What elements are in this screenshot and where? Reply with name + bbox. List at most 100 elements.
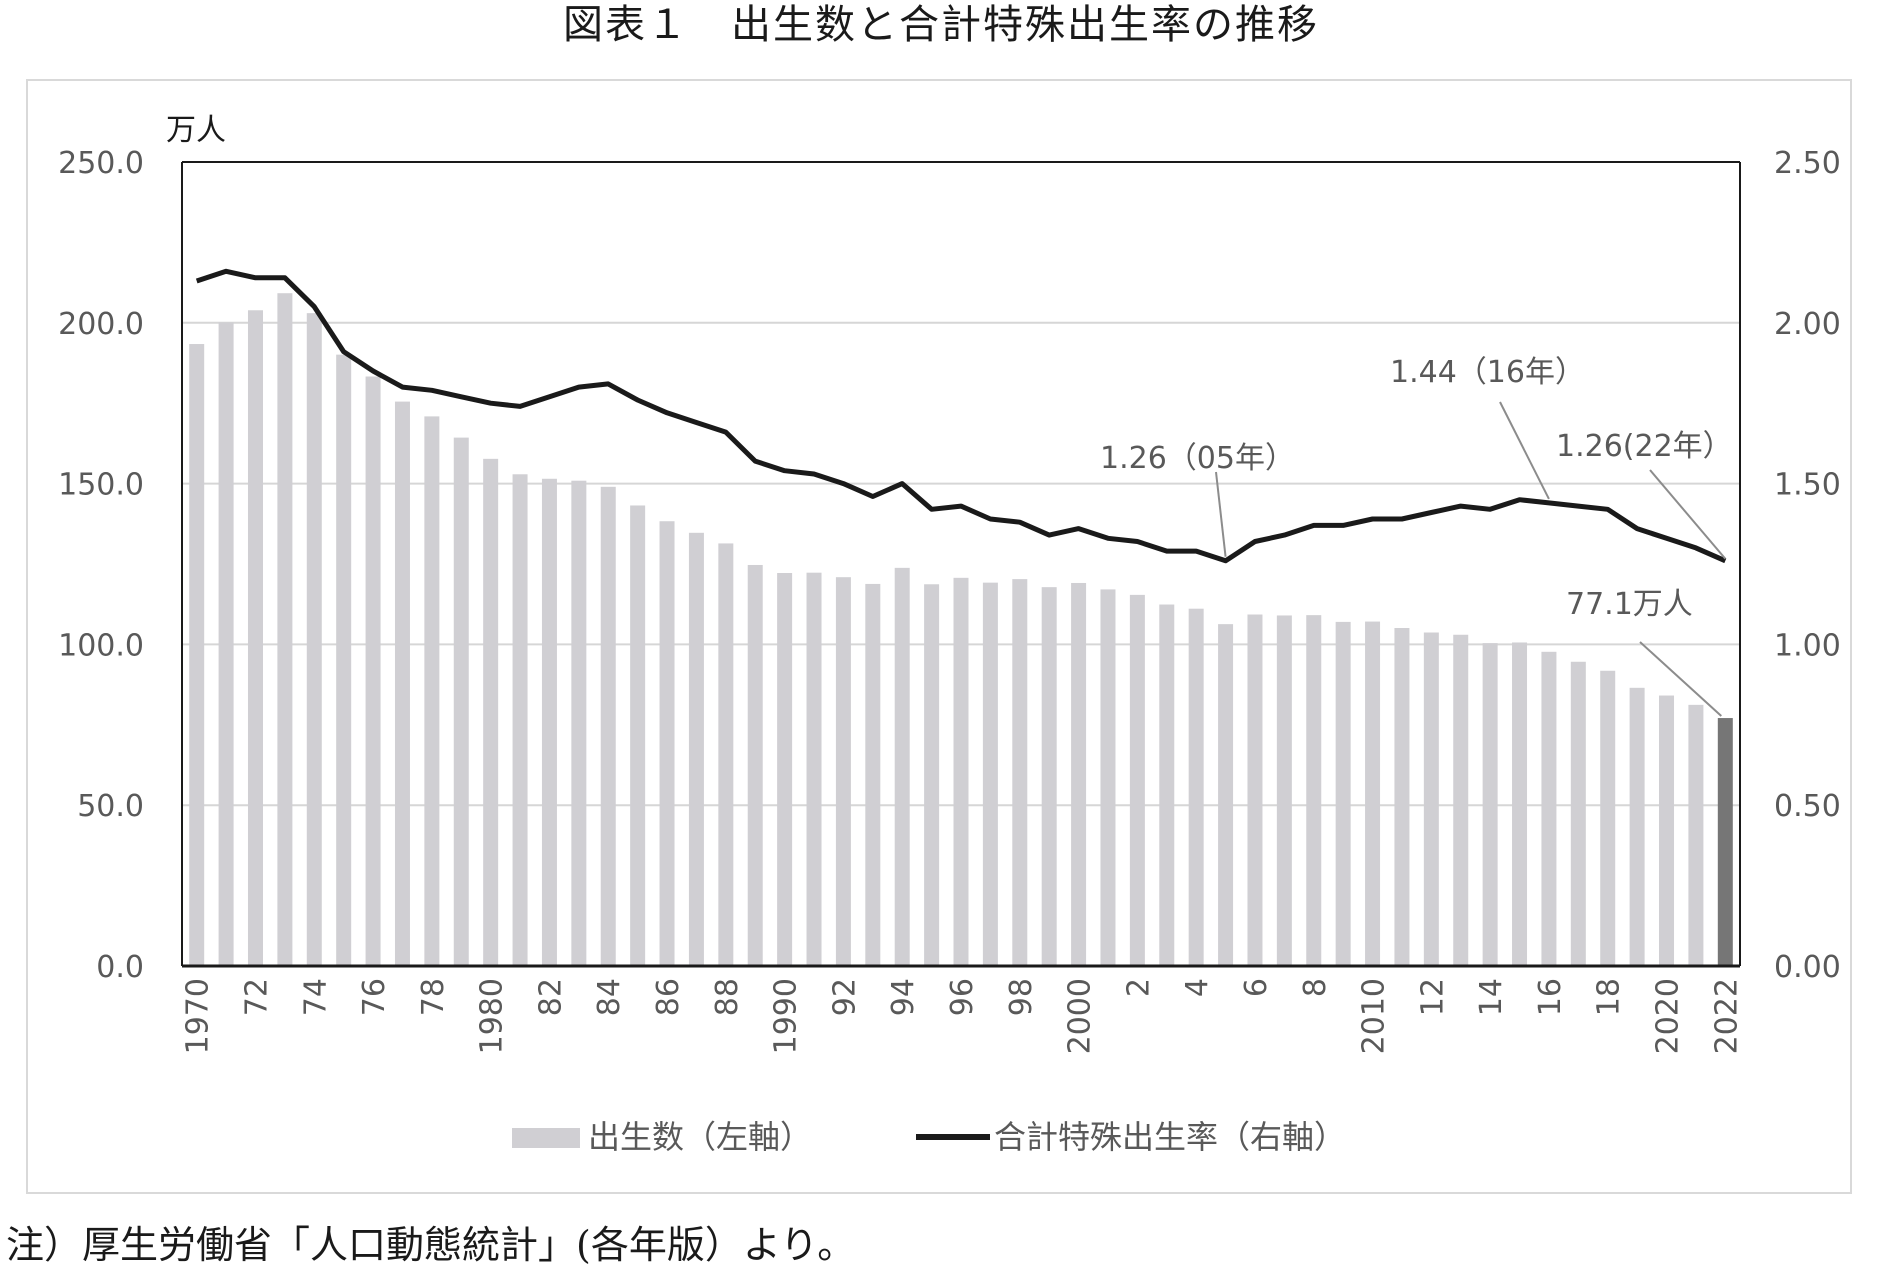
left-tick-label: 200.0	[58, 307, 144, 342]
bar	[1541, 651, 1557, 966]
bar	[1071, 582, 1087, 966]
bar	[306, 313, 322, 967]
legend: 出生数（左軸） 合計特殊出生率（右軸）	[512, 1118, 1346, 1156]
x-tick-label: 2020	[1651, 978, 1686, 1054]
bar	[247, 310, 263, 967]
bar	[1629, 687, 1645, 966]
x-tick-label: 78	[416, 978, 451, 1016]
annotation-label: 1.26（05年）	[1100, 441, 1295, 476]
x-tick-label: 12	[1415, 978, 1450, 1016]
annotation-label: 1.44（16年）	[1390, 355, 1585, 390]
bar	[1012, 579, 1028, 966]
bar	[924, 584, 940, 966]
right-tick-label: 1.50	[1774, 468, 1841, 503]
rate-line-group	[195, 268, 1727, 564]
x-tick-label: 2022	[1709, 978, 1744, 1054]
axes	[181, 161, 1741, 968]
x-tick-label: 74	[298, 978, 333, 1016]
left-tick-label: 150.0	[58, 468, 144, 503]
bar	[277, 293, 293, 967]
x-tick-label: 1980	[475, 978, 510, 1054]
chart-frame	[26, 79, 1852, 1194]
bar	[365, 376, 381, 966]
x-tick-label: 92	[827, 978, 862, 1016]
bar	[1218, 624, 1234, 966]
source-note: 注）厚生労働省「人口動態統計」(各年版）より。	[6, 1223, 856, 1267]
bar	[1688, 704, 1704, 966]
right-tick-label: 2.00	[1774, 307, 1841, 342]
x-tick-label: 94	[886, 978, 921, 1016]
bar	[189, 344, 205, 966]
left-tick-label: 0.0	[96, 950, 144, 985]
x-tick-label: 6	[1239, 978, 1274, 997]
bars	[189, 293, 1733, 967]
bar	[630, 505, 646, 966]
right-tick-label: 0.50	[1774, 789, 1841, 824]
bar	[1512, 642, 1528, 966]
bar	[1659, 695, 1675, 966]
chart: 0.0 50.0 100.0 150.0 200.0 250.0 0.00 0.50 1.00 1…	[58, 113, 1841, 1156]
chart-title: 図表１ 出生数と合計特殊出生率の推移	[563, 2, 1319, 48]
left-tick-label: 100.0	[58, 628, 144, 663]
leader-line	[1215, 471, 1227, 557]
right-tick-label: 1.00	[1774, 628, 1841, 663]
x-tick-label: 1970	[181, 978, 216, 1054]
legend-line-label: 合計特殊出生率（右軸）	[994, 1118, 1346, 1156]
bar	[688, 532, 704, 966]
bar	[218, 322, 234, 966]
left-tick-label: 50.0	[77, 789, 144, 824]
x-tick-label: 98	[1004, 978, 1039, 1016]
x-tick-label: 2010	[1357, 978, 1392, 1054]
bar	[953, 577, 969, 966]
bar	[1365, 621, 1381, 966]
x-tick-label: 84	[592, 978, 627, 1016]
annotations: 1.26（05年） 1.44（16年） 1.26(22年） 77.1万人	[1100, 355, 1733, 717]
bar	[1717, 718, 1733, 966]
bar	[894, 567, 910, 966]
x-tick-label: 4	[1180, 978, 1215, 997]
bar	[659, 521, 675, 966]
bar	[1335, 621, 1351, 966]
leader-line	[1499, 401, 1550, 500]
bar	[865, 583, 881, 966]
bar	[982, 582, 998, 966]
x-tick-label: 86	[651, 978, 686, 1016]
bar	[1423, 632, 1439, 966]
x-tick-label: 88	[710, 978, 745, 1016]
x-tick-label: 16	[1533, 978, 1568, 1016]
leader-line	[1639, 641, 1722, 717]
bar	[806, 572, 822, 966]
bar	[1100, 589, 1116, 966]
rate-line	[195, 268, 1727, 564]
left-axis-unit: 万人	[166, 113, 226, 148]
bar	[394, 401, 410, 966]
bar	[1159, 604, 1175, 966]
bar	[600, 486, 616, 966]
bar	[1188, 608, 1204, 966]
bar	[424, 416, 440, 966]
bar	[1276, 615, 1292, 966]
x-tick-label: 72	[239, 978, 274, 1016]
bar	[1453, 634, 1469, 966]
x-tick-label: 76	[357, 978, 392, 1016]
right-tick-label: 0.00	[1774, 950, 1841, 985]
annotation-label: 77.1万人	[1566, 587, 1693, 622]
bar	[1247, 614, 1263, 966]
x-tick-label: 18	[1592, 978, 1627, 1016]
bar	[453, 437, 469, 966]
bar	[1041, 587, 1057, 966]
annotation-label: 1.26(22年）	[1556, 429, 1733, 464]
left-tick-label: 250.0	[58, 146, 144, 181]
leader-line	[1649, 469, 1727, 560]
bar	[777, 573, 793, 966]
tick-labels: 0.0 50.0 100.0 150.0 200.0 250.0 0.00 0.50 1.00 1…	[58, 113, 1841, 1054]
x-tick-label: 2	[1121, 978, 1156, 997]
bar	[512, 474, 528, 966]
x-tick-label: 2000	[1063, 978, 1098, 1054]
right-tick-label: 2.50	[1774, 146, 1841, 181]
bar	[1394, 627, 1410, 966]
x-tick-label: 14	[1474, 978, 1509, 1016]
x-tick-label: 82	[533, 978, 568, 1016]
bar	[1306, 615, 1322, 966]
bar	[1570, 661, 1586, 966]
